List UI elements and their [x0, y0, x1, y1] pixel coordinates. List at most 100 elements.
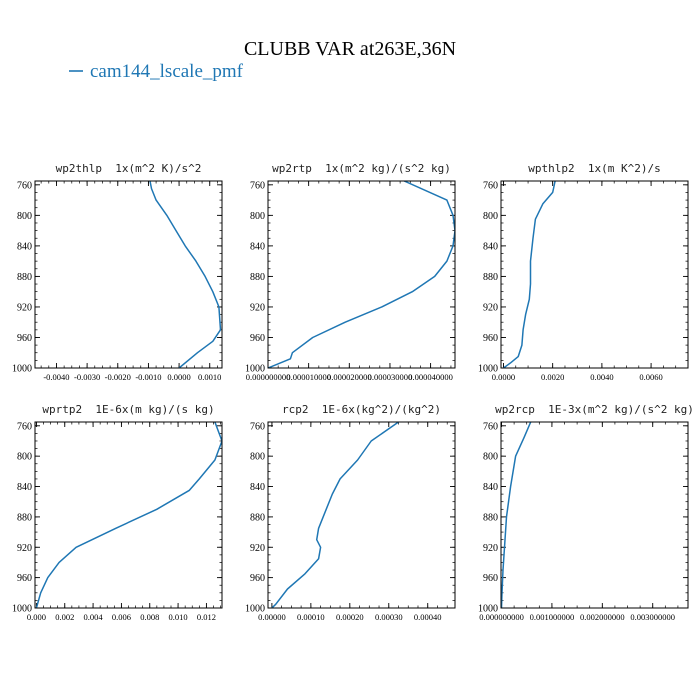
y-tick-label: 840: [483, 241, 498, 252]
y-tick-label: 880: [250, 512, 265, 523]
series-line-1: [35, 422, 222, 608]
y-tick-label: 760: [17, 421, 32, 432]
x-tick-label: 0.002: [55, 612, 74, 622]
x-tick-label: 0.000010000: [286, 372, 331, 382]
plot-frame: [34, 421, 223, 609]
subplot-title: rcp2 1E-6x(kg^2)/(kg^2): [282, 403, 441, 416]
y-tick-label: 960: [483, 573, 498, 584]
x-tick-label: 0.0000: [167, 372, 190, 382]
legend-label: cam144_lscale_pmf: [90, 61, 244, 82]
x-tick-label: 0.0020: [541, 372, 564, 382]
y-tick-label: 1000: [12, 364, 32, 375]
subplot-title: wp2rtp 1x(m^2 kg)/(s^2 kg): [272, 162, 451, 175]
subplot-grid: 760 800 840 880 920 960 1000 -0.0040 -0.0030 -0.0…: [12, 162, 694, 622]
x-tick-label: 0.003000000: [630, 612, 675, 622]
y-tick-label: 840: [17, 482, 32, 493]
x-tick-label: 0.002000000: [580, 612, 625, 622]
x-tick-label: 0.00000: [258, 612, 286, 622]
x-tick-label: 0.00010: [297, 612, 325, 622]
x-tick-label: 0.000000000: [246, 372, 291, 382]
subplot-title: wp2rcp 1E-3x(m^2 kg)/(s^2 kg): [495, 403, 694, 416]
plot-frame: [500, 180, 689, 369]
figure-title: CLUBB VAR at263E,36N: [244, 38, 456, 60]
y-tick-label: 800: [250, 452, 265, 463]
legend: cam144_lscale_pmf: [69, 61, 244, 82]
y-tick-label: 1000: [478, 364, 498, 375]
x-tick-label: 0.0060: [639, 372, 662, 382]
x-tick-label: -0.0030: [74, 372, 100, 382]
plot-frame: [267, 180, 456, 369]
series-line-1: [268, 181, 455, 368]
subplot-title: wpthlp2 1x(m K^2)/s: [528, 162, 660, 175]
x-tick-label: 0.000000000: [479, 612, 524, 622]
y-tick-label: 920: [17, 302, 32, 313]
y-tick-label: 880: [483, 512, 498, 523]
y-tick-label: 1000: [12, 604, 32, 615]
y-tick-label: 800: [17, 452, 32, 463]
x-tick-label: 0.000020000: [327, 372, 372, 382]
y-tick-label: 760: [483, 421, 498, 432]
y-tick-label: 800: [250, 211, 265, 222]
y-tick-label: 840: [250, 482, 265, 493]
plot-frame: [500, 421, 689, 609]
x-tick-label: 0.00020: [336, 612, 364, 622]
y-tick-label: 840: [483, 482, 498, 493]
x-tick-label: 0.000030000: [368, 372, 413, 382]
y-tick-label: 880: [250, 272, 265, 283]
y-tick-label: 960: [250, 333, 265, 344]
subplot-3: 760 800 840 880 920 960 10000.0000 0.0020 0.0040…: [478, 162, 689, 382]
y-tick-label: 760: [17, 180, 32, 191]
y-tick-label: 960: [17, 333, 32, 344]
x-tick-label: 0.006: [112, 612, 131, 622]
subplot-5: 760 800 840 880 920 960 10000.00000 0.00010 0.00…: [245, 403, 456, 622]
x-tick-label: 0.008: [140, 612, 159, 622]
y-tick-label: 880: [483, 272, 498, 283]
subplot-6: 760 800 840 880 920 960 10000.000000000 0.00100…: [478, 403, 694, 622]
plot-frame: [34, 180, 223, 369]
series-line-1: [149, 181, 222, 368]
x-tick-label: 0.0010: [198, 372, 221, 382]
plot-frame: [267, 421, 456, 609]
y-tick-label: 920: [17, 543, 32, 554]
y-tick-label: 960: [483, 333, 498, 344]
y-tick-label: 840: [250, 241, 265, 252]
subplot-title: wprtp2 1E-6x(m kg)/(s kg): [42, 403, 214, 416]
x-tick-label: -0.0040: [43, 372, 69, 382]
subplot-2: 760 800 840 880 920 960 10000.0000000000.00001…: [245, 162, 456, 382]
x-tick-label: 0.00040: [414, 612, 442, 622]
y-tick-label: 800: [483, 452, 498, 463]
y-tick-label: 840: [17, 241, 32, 252]
subplot-4: 760 800 840 880 920 960 10000.000 0.002 0.004 0.0…: [12, 403, 223, 622]
series-line-1: [503, 181, 556, 368]
x-tick-label: 0.0040: [590, 372, 613, 382]
subplot-title: wp2thlp 1x(m^2 K)/s^2: [56, 162, 202, 175]
x-tick-label: 0.00030: [375, 612, 403, 622]
y-tick-label: 960: [17, 573, 32, 584]
y-tick-label: 1000: [245, 604, 265, 615]
series-line-1: [271, 422, 399, 608]
y-tick-label: 1000: [245, 364, 265, 375]
y-tick-label: 920: [483, 302, 498, 313]
y-tick-label: 920: [250, 543, 265, 554]
y-tick-label: 760: [483, 180, 498, 191]
x-tick-label: 0.0000: [492, 372, 515, 382]
x-tick-label: 0.010: [169, 612, 188, 622]
series-line-1: [501, 422, 532, 608]
x-tick-label: 0.004: [84, 612, 104, 622]
y-tick-label: 880: [17, 272, 32, 283]
x-tick-label: 0.001000000: [530, 612, 575, 622]
y-tick-label: 760: [250, 180, 265, 191]
y-tick-label: 800: [17, 211, 32, 222]
x-tick-label: 0.000040000: [408, 372, 453, 382]
x-tick-label: -0.0020: [105, 372, 131, 382]
subplot-1: 760 800 840 880 920 960 1000 -0.0040 -0.0030 -0.0…: [12, 162, 223, 382]
y-tick-label: 920: [483, 543, 498, 554]
x-tick-label: -0.0010: [135, 372, 161, 382]
x-tick-label: 0.000: [27, 612, 46, 622]
x-tick-label: 0.012: [197, 612, 216, 622]
y-tick-label: 920: [250, 302, 265, 313]
y-tick-label: 960: [250, 573, 265, 584]
y-tick-label: 760: [250, 421, 265, 432]
y-tick-label: 800: [483, 211, 498, 222]
